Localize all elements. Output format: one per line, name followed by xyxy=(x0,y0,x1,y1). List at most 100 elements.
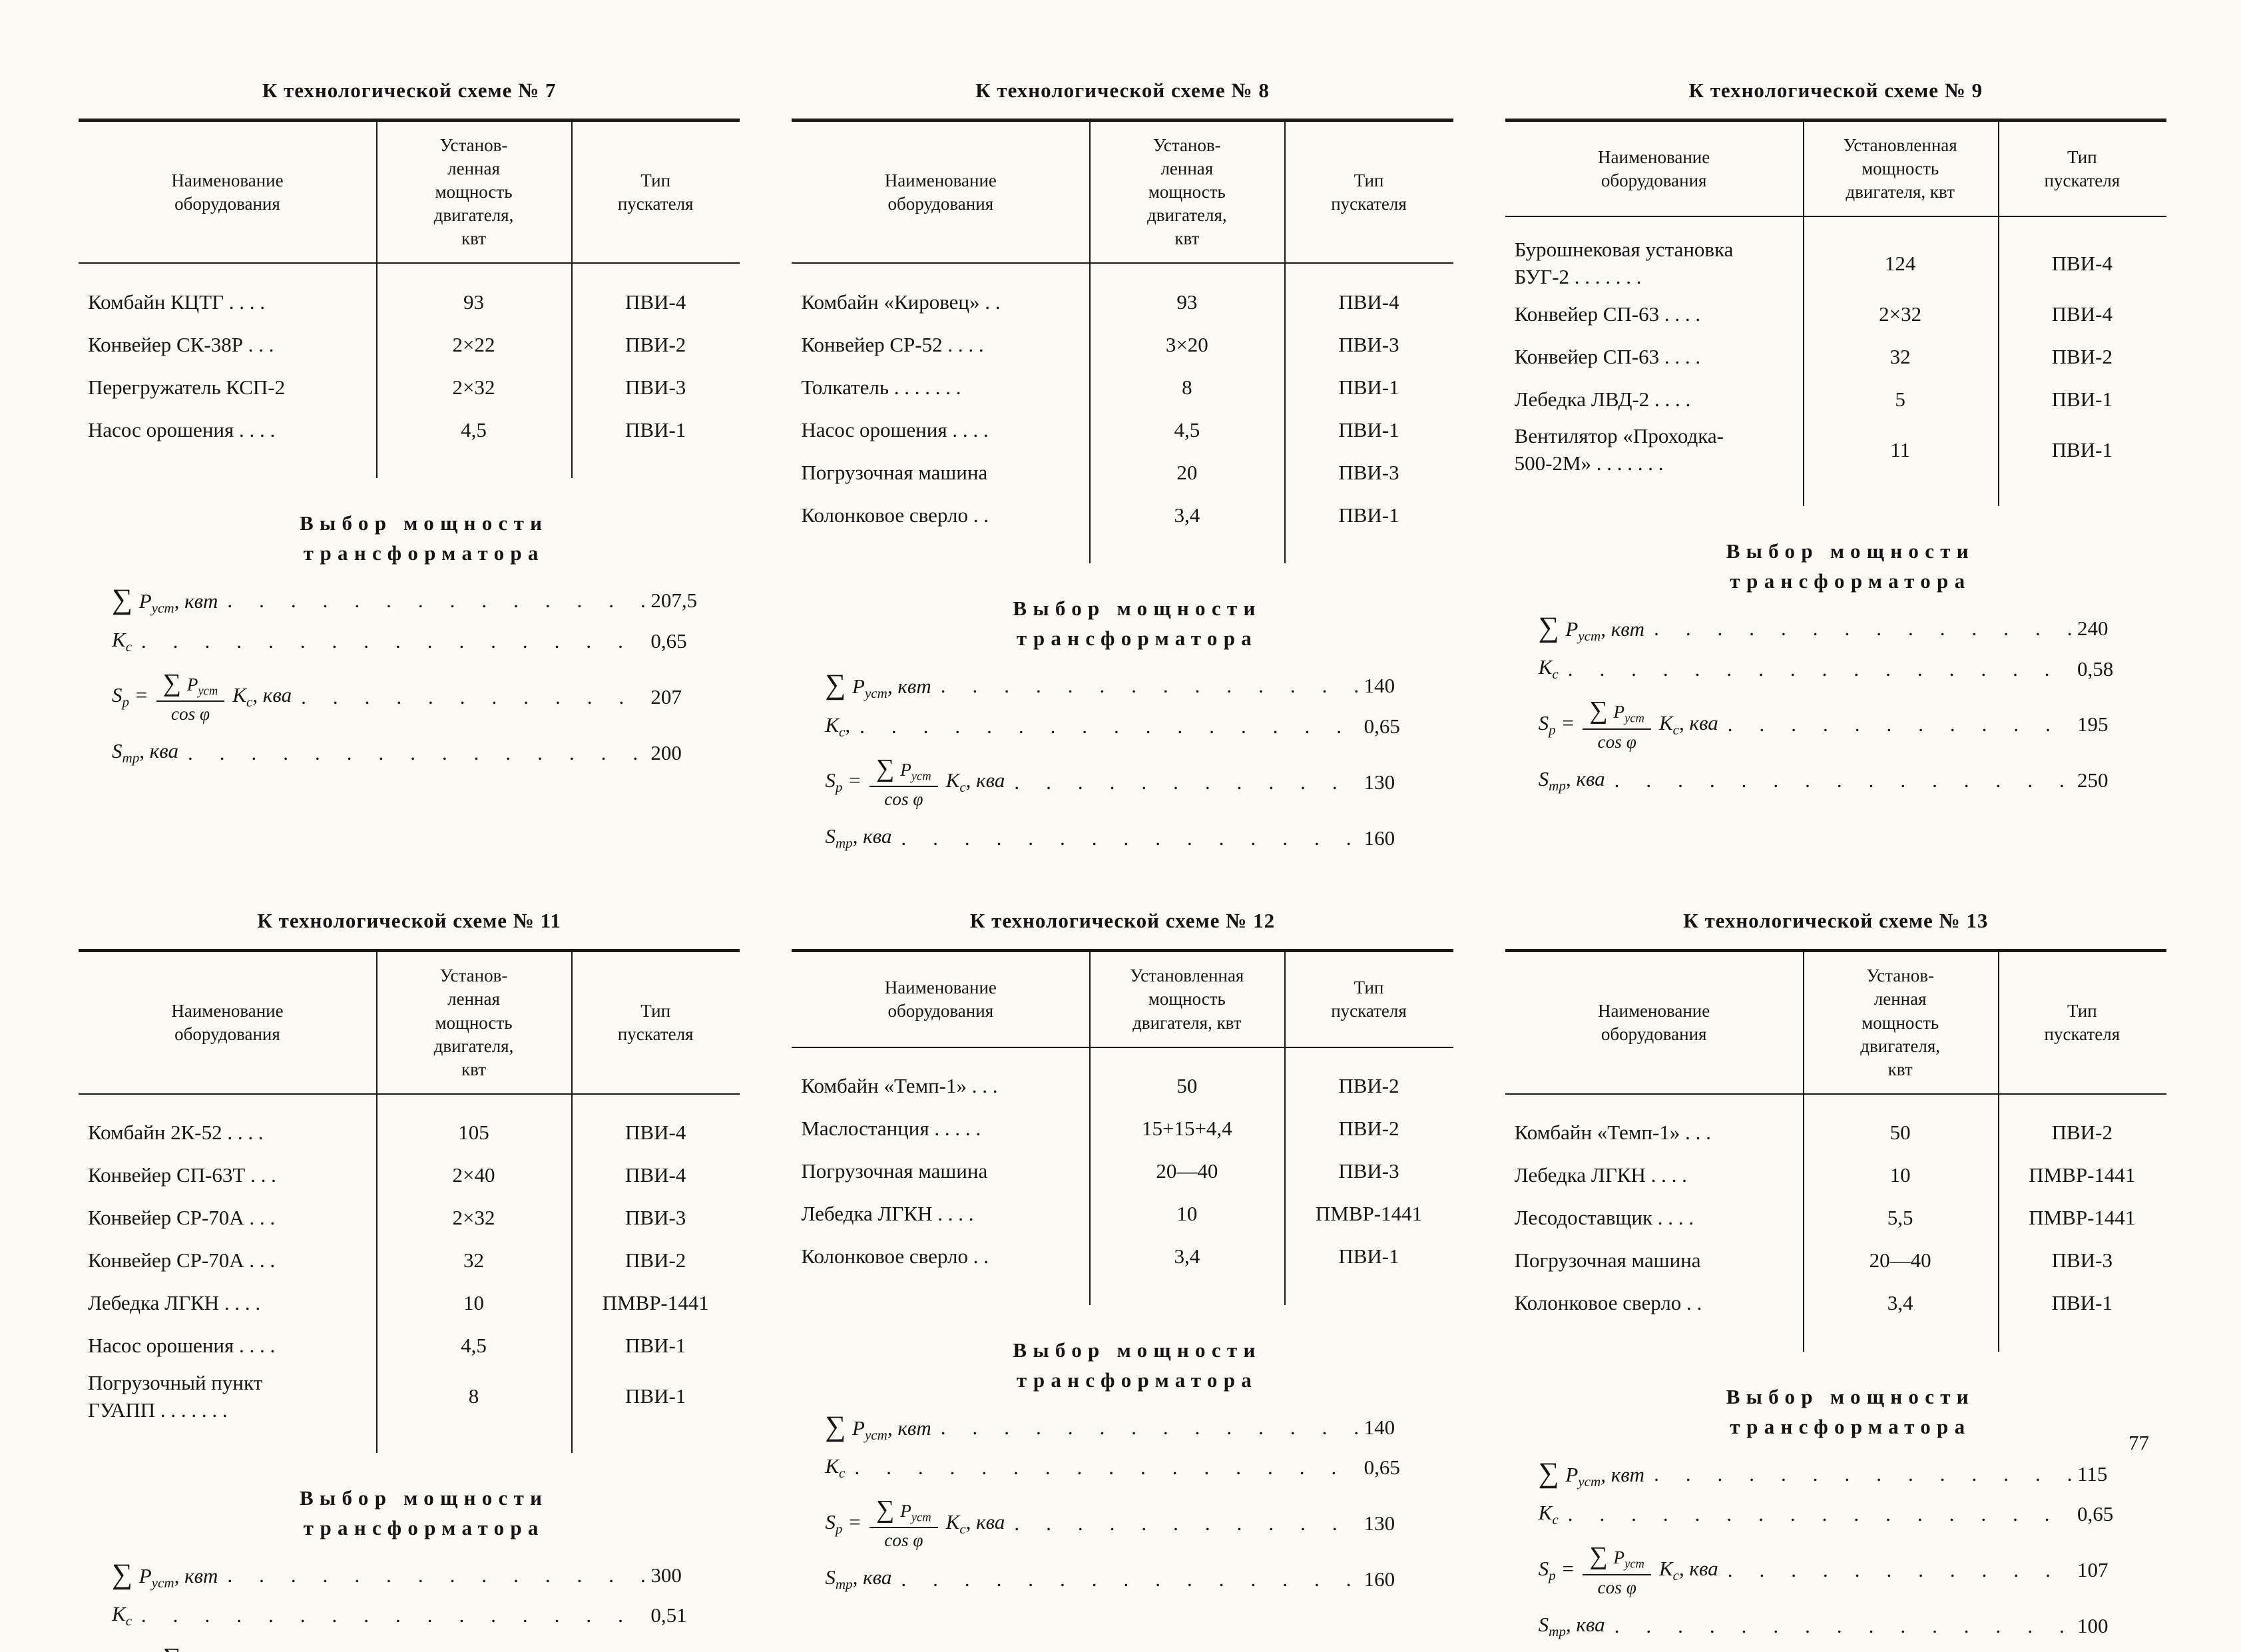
cell-power: 105 xyxy=(458,1121,489,1145)
cell-starter-type: ПМВР-1441 xyxy=(602,1291,709,1315)
scheme-section: К технологической схеме № 9 Наименование… xyxy=(1505,79,2166,862)
cell-starter-type: ПВИ-4 xyxy=(625,290,686,314)
cell-equipment-name: Маслостанция . . . . . xyxy=(801,1117,981,1141)
header-starter-type: Тип пускателя xyxy=(2044,146,2120,190)
dot-leader: . . . . . . . . . . . . . . . . . . . . … xyxy=(1654,1462,2077,1486)
fraction: ∑ Pуст cos φ xyxy=(156,1644,225,1652)
str-label: Sтр, ква xyxy=(1538,1612,1605,1639)
cell-equipment-name: Конвейер СР-70А . . . xyxy=(88,1206,276,1230)
kc-value: 0,65 xyxy=(1364,1456,1400,1480)
cell-starter-type: ПВИ-2 xyxy=(625,1248,686,1272)
table-row: Лебедка ЛВД-2 . . . . 5 ПВИ-1 xyxy=(1505,378,2166,421)
calc-heading: Выбор мощности трансформатора xyxy=(825,594,1449,654)
cell-starter-type: ПВИ-1 xyxy=(625,418,686,442)
calc-line-sp: Sр = ∑ Pуст cos φ Kс, ква . . . . . . . … xyxy=(112,1644,736,1652)
table-row: Комбайн «Темп-1» . . . 50 ПВИ-2 xyxy=(1505,1112,2166,1155)
table-body: Комбайн 2К-52 . . . . 105 ПВИ-4 Конвейер… xyxy=(79,1095,740,1453)
cell-starter-type: ПВИ-4 xyxy=(2051,302,2113,326)
calc-line-kc: Kс . . . . . . . . . . . . . . . . . . .… xyxy=(825,1454,1449,1482)
header-installed-power: Установ- ленная мощность двигателя, квт xyxy=(1146,135,1227,249)
sp-value: 207 xyxy=(650,685,682,708)
equipment-table: Наименование оборудования Установленная … xyxy=(792,949,1453,1305)
cell-starter-type: ПВИ-3 xyxy=(1338,1159,1399,1183)
str-label: Sтр, ква xyxy=(1538,766,1605,794)
cell-starter-type: ПВИ-1 xyxy=(625,1334,686,1358)
cell-power: 2×32 xyxy=(452,376,495,400)
table-row: Конвейер СП-63Т . . . 2×40 ПВИ-4 xyxy=(79,1155,740,1197)
sp-value: 130 xyxy=(1364,770,1395,794)
table-row: Насос орошения . . . . 4,5 ПВИ-1 xyxy=(79,409,740,451)
calc-heading: Выбор мощности трансформатора xyxy=(1539,1382,2162,1442)
calc-line-kc: Kс . . . . . . . . . . . . . . . . . . .… xyxy=(1539,655,2162,683)
sum-p-label: ∑ Pуст, квт xyxy=(112,1557,218,1591)
cell-starter-type: ПВИ-3 xyxy=(2051,1248,2113,1272)
fraction: ∑ Pуст cos φ xyxy=(156,670,225,724)
sum-p-value: 207,5 xyxy=(650,589,698,613)
section-title: К технологической схеме № 13 xyxy=(1683,909,1989,933)
table-row: Толкатель . . . . . . . 8 ПВИ-1 xyxy=(792,366,1453,409)
fraction: ∑ Pуст cos φ xyxy=(1583,1543,1651,1597)
cell-starter-type: ПВИ-1 xyxy=(1338,418,1399,442)
table-header-row: Наименование оборудования Установ- ленна… xyxy=(79,952,740,1095)
cell-power: 3×20 xyxy=(1165,333,1208,357)
cell-equipment-name: Погрузочная машина xyxy=(801,1159,988,1183)
table-row: Погрузочная машина 20—40 ПВИ-3 xyxy=(1505,1240,2166,1282)
str-value: 250 xyxy=(2077,768,2109,792)
cell-power: 3,4 xyxy=(1174,503,1200,527)
sp-suffix: Kс, ква xyxy=(1658,1556,1718,1583)
table-body: Комбайн «Темп-1» . . . 50 ПВИ-2 Маслоста… xyxy=(792,1048,1453,1305)
calc-line-str: Sтр, ква . . . . . . . . . . . . . . . .… xyxy=(825,1565,1449,1593)
header-starter-type: Тип пускателя xyxy=(1331,977,1407,1021)
calc-heading-line2: трансформатора xyxy=(1730,1414,1971,1438)
calc-line-str: Sтр, ква . . . . . . . . . . . . . . . .… xyxy=(112,739,736,766)
sum-p-label: ∑ Pуст, квт xyxy=(112,583,218,617)
header-installed-power: Установ- ленная мощность двигателя, квт xyxy=(433,135,514,249)
calc-line-sum-p: ∑ Pуст, квт . . . . . . . . . . . . . . … xyxy=(1539,613,2162,645)
cell-starter-type: ПВИ-4 xyxy=(625,1163,686,1187)
section-title: К технологической схеме № 9 xyxy=(1688,79,1983,102)
cell-equipment-name: Насос орошения . . . . xyxy=(801,418,989,442)
calc-line-str: Sтр, ква . . . . . . . . . . . . . . . .… xyxy=(825,824,1449,852)
calc-heading-line2: трансформатора xyxy=(1016,627,1258,651)
dot-leader: . . . . . . . . . . . . . . . . . . . . … xyxy=(1727,1558,2077,1582)
table-row: Лебедка ЛГКН . . . . 10 ПМВР-1441 xyxy=(792,1193,1453,1236)
sp-suffix: Kс, ква xyxy=(1658,710,1718,738)
table-row: Лесодоставщик . . . . 5,5 ПМВР-1441 xyxy=(1505,1197,2166,1240)
cell-starter-type: ПВИ-2 xyxy=(1338,1117,1399,1141)
fraction-denominator: cos φ xyxy=(1597,731,1636,752)
cell-power: 15+15+4,4 xyxy=(1141,1117,1232,1141)
calc-heading-line1: Выбор мощности xyxy=(1726,539,1975,563)
cell-power: 50 xyxy=(1176,1074,1198,1098)
cell-equipment-name: Конвейер СП-63 . . . . xyxy=(1514,344,1701,368)
sum-p-value: 240 xyxy=(2077,616,2109,640)
header-equipment-name: Наименование оборудования xyxy=(171,170,284,214)
header-starter-type: Тип пускателя xyxy=(617,1001,694,1045)
table-row: Погрузочная машина 20—40 ПВИ-3 xyxy=(792,1151,1453,1193)
scheme-section: К технологической схеме № 8 Наименование… xyxy=(792,79,1453,862)
transformer-power-selection: Выбор мощности трансформатора ∑ Pуст, кв… xyxy=(825,594,1449,852)
cell-equipment-name: Погрузочный пункт ГУАПП . . . . . . . xyxy=(88,1370,263,1422)
cell-power: 93 xyxy=(1176,290,1198,314)
dot-leader: . . . . . . . . . . . . . . . . . . . . … xyxy=(1014,1512,1364,1535)
table-row: Колонковое сверло . . 3,4 ПВИ-1 xyxy=(1505,1282,2166,1325)
cell-power: 2×32 xyxy=(1879,302,1922,326)
section-title: К технологической схеме № 12 xyxy=(969,909,1276,933)
cell-equipment-name: Перегружатель КСП-2 xyxy=(88,376,286,400)
str-value: 100 xyxy=(2077,1614,2109,1638)
cell-starter-type: ПМВР-1441 xyxy=(2029,1163,2136,1187)
table-row: Конвейер СР-70А . . . 32 ПВИ-2 xyxy=(79,1240,740,1282)
cell-power: 2×22 xyxy=(452,333,495,357)
table-row: Колонковое сверло . . 3,4 ПВИ-1 xyxy=(792,1236,1453,1278)
transformer-power-selection: Выбор мощности трансформатора ∑ Pуст, кв… xyxy=(825,1336,1449,1593)
page-number: 77 xyxy=(2128,1431,2149,1454)
scheme-section: К технологической схеме № 11 Наименовани… xyxy=(79,909,740,1652)
transformer-power-selection: Выбор мощности трансформатора ∑ Pуст, кв… xyxy=(1539,537,2162,794)
cell-power: 32 xyxy=(1889,344,1911,368)
calc-heading-line1: Выбор мощности xyxy=(300,1486,549,1510)
kc-value: 0,58 xyxy=(2077,657,2114,681)
fraction-denominator: cos φ xyxy=(884,789,923,810)
cell-equipment-name: Комбайн «Темп-1» . . . xyxy=(801,1074,998,1098)
header-installed-power: Установленная мощность двигателя, квт xyxy=(1843,135,1957,202)
cell-equipment-name: Лебедка ЛВД-2 . . . . xyxy=(1514,387,1691,411)
fraction: ∑ Pуст cos φ xyxy=(870,1496,938,1551)
